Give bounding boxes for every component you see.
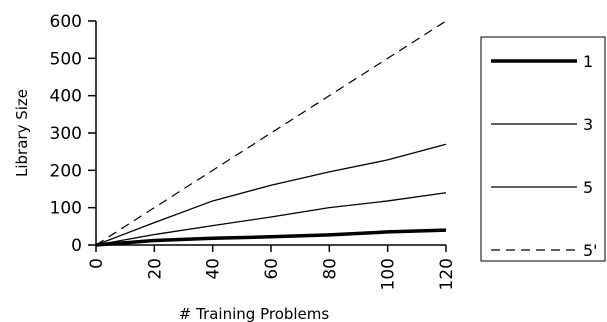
y-axis-title: Library Size	[13, 89, 31, 177]
legend-label: 3	[583, 115, 593, 134]
series-line-1	[95, 228, 447, 247]
legend-label: 5	[583, 178, 593, 197]
legend-box	[480, 36, 606, 262]
y-tick-label: 300	[50, 124, 82, 144]
x-tick-label: 80	[320, 258, 340, 280]
x-tick-label: 40	[204, 258, 224, 280]
y-tick-label: 0	[71, 236, 82, 256]
y-tick-label: 100	[50, 199, 82, 219]
series-line-3	[95, 143, 447, 246]
y-tick-label: 600	[50, 12, 82, 32]
legend-label: 5'	[583, 241, 598, 260]
x-tick-label: 20	[145, 258, 165, 280]
x-tick-label: 0	[87, 258, 107, 269]
x-ticks: 0 20 40 60 80 100 120	[87, 245, 457, 290]
y-tick-label: 500	[50, 49, 82, 69]
x-tick-label: 120	[437, 258, 457, 290]
legend-label: 1	[583, 52, 593, 71]
x-axis-title: # Training Problems	[179, 305, 330, 322]
x-tick-label: 60	[262, 258, 282, 280]
series-line-2	[95, 192, 447, 246]
legend: 1 3 5 5'	[480, 36, 606, 262]
series-lines	[95, 20, 447, 247]
y-ticks: 0 100 200 300 400 500 600	[50, 12, 96, 256]
y-tick-label: 400	[50, 87, 82, 107]
x-tick-label: 100	[379, 258, 399, 290]
series-line-4	[95, 20, 447, 246]
y-tick-label: 200	[50, 161, 82, 181]
